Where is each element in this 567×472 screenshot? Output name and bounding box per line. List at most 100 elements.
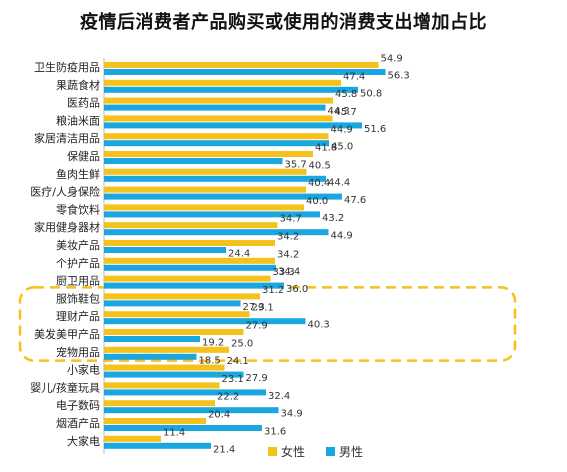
category-label: 美发美甲产品 — [34, 327, 100, 341]
data-label: 27.9 — [246, 373, 268, 384]
legend-swatch-female — [268, 447, 277, 456]
data-label: 34.2 — [277, 232, 299, 243]
bar-male — [104, 371, 244, 378]
data-label: 31.2 — [262, 285, 284, 296]
data-label: 44.9 — [331, 231, 353, 242]
data-label: 45.0 — [331, 142, 353, 153]
category-label: 厨卫用品 — [56, 275, 100, 288]
bar-female — [104, 115, 333, 122]
data-label: 34.9 — [281, 409, 303, 420]
category-label: 服饰鞋包 — [56, 291, 100, 305]
bar-male — [104, 407, 279, 414]
bar-male — [104, 300, 241, 307]
data-label: 34.2 — [277, 249, 299, 260]
data-label: 23.1 — [222, 374, 244, 385]
data-label: 40.5 — [309, 160, 331, 171]
legend-label-female: 女性 — [281, 444, 305, 459]
data-label: 31.6 — [264, 427, 286, 438]
bar-male — [104, 86, 358, 93]
data-label: 34.4 — [278, 266, 300, 277]
bar-female — [104, 257, 275, 264]
bar-male — [104, 211, 320, 218]
chart-title: 疫情后消费者产品购买或使用的消费支出增加占比 — [80, 12, 487, 33]
legend-label-male: 男性 — [339, 445, 363, 459]
data-label: 47.6 — [344, 195, 366, 206]
bar-female — [104, 382, 220, 389]
data-label: 43.2 — [322, 213, 344, 224]
data-label: 36.0 — [286, 284, 308, 295]
bar-female — [104, 275, 271, 282]
bar-female — [104, 346, 229, 353]
data-label: 19.2 — [202, 338, 224, 349]
bar-male — [104, 175, 326, 182]
bar-female — [104, 329, 244, 335]
category-label: 医疗/人身保险 — [30, 185, 100, 199]
bar-male — [104, 282, 284, 289]
bar-male — [104, 318, 306, 325]
data-label: 45.7 — [335, 107, 357, 118]
bar-male — [104, 104, 326, 111]
bar-female — [104, 240, 275, 246]
bar-male — [104, 264, 276, 271]
data-label: 44.3 — [328, 106, 350, 117]
data-label: 27.9 — [246, 321, 268, 332]
category-label: 小家电 — [67, 363, 100, 377]
category-label: 鱼肉生鲜 — [56, 167, 100, 181]
bar-female — [104, 168, 307, 175]
category-label: 医药品 — [67, 97, 100, 110]
data-label: 21.4 — [213, 444, 235, 455]
category-label: 个护产品 — [56, 256, 100, 270]
category-label: 粮油米面 — [56, 113, 100, 127]
category-label: 烟酒产品 — [56, 416, 100, 430]
data-label: 34.7 — [280, 214, 302, 225]
bar-female — [104, 151, 313, 157]
bar-female — [104, 62, 379, 68]
bar-female — [104, 222, 278, 229]
bar-male — [104, 247, 226, 253]
data-label: 20.4 — [208, 410, 230, 421]
bar-male — [104, 193, 342, 200]
data-label: 50.8 — [360, 88, 382, 99]
bar-female — [104, 133, 329, 140]
data-label: 33.3 — [273, 267, 295, 278]
bar-female — [104, 293, 260, 300]
legend-swatch-male — [326, 447, 335, 456]
bar-male — [104, 69, 386, 75]
data-label: 24.4 — [228, 249, 250, 260]
bar-male — [104, 442, 211, 449]
bar-male — [104, 336, 200, 342]
category-label: 理财产品 — [56, 309, 100, 323]
data-label: 24.1 — [227, 356, 249, 367]
bar-male — [104, 353, 197, 360]
category-label: 零食饮料 — [56, 202, 100, 216]
data-label: 18.5 — [199, 355, 221, 366]
bar-male — [104, 229, 329, 236]
category-label: 家居清洁用品 — [34, 131, 100, 145]
data-label: 25.0 — [231, 338, 253, 349]
bar-male — [104, 158, 283, 164]
data-label: 54.9 — [381, 54, 403, 65]
data-label: 27.3 — [243, 302, 265, 313]
bar-male — [104, 122, 362, 129]
data-label: 40.0 — [306, 196, 328, 207]
data-label: 51.6 — [364, 124, 386, 135]
category-label: 婴儿/孩童玩具 — [30, 380, 100, 394]
data-label: 47.4 — [343, 71, 365, 82]
bar-female — [104, 311, 250, 318]
data-label: 56.3 — [388, 71, 410, 82]
bar-female — [104, 186, 306, 193]
category-label: 宠物用品 — [56, 345, 100, 359]
data-label: 29.1 — [252, 303, 274, 314]
category-label: 电子数码 — [56, 399, 100, 412]
category-label: 保健品 — [67, 149, 100, 163]
data-label: 44.4 — [328, 177, 350, 188]
data-label: 22.2 — [217, 392, 239, 403]
category-label: 大家电 — [67, 434, 100, 448]
bar-female — [104, 79, 341, 86]
data-label: 32.4 — [268, 391, 290, 402]
data-label: 11.4 — [163, 427, 185, 438]
bar-male — [104, 425, 262, 431]
bar-male — [104, 389, 266, 396]
data-label: 40.4 — [308, 178, 330, 189]
